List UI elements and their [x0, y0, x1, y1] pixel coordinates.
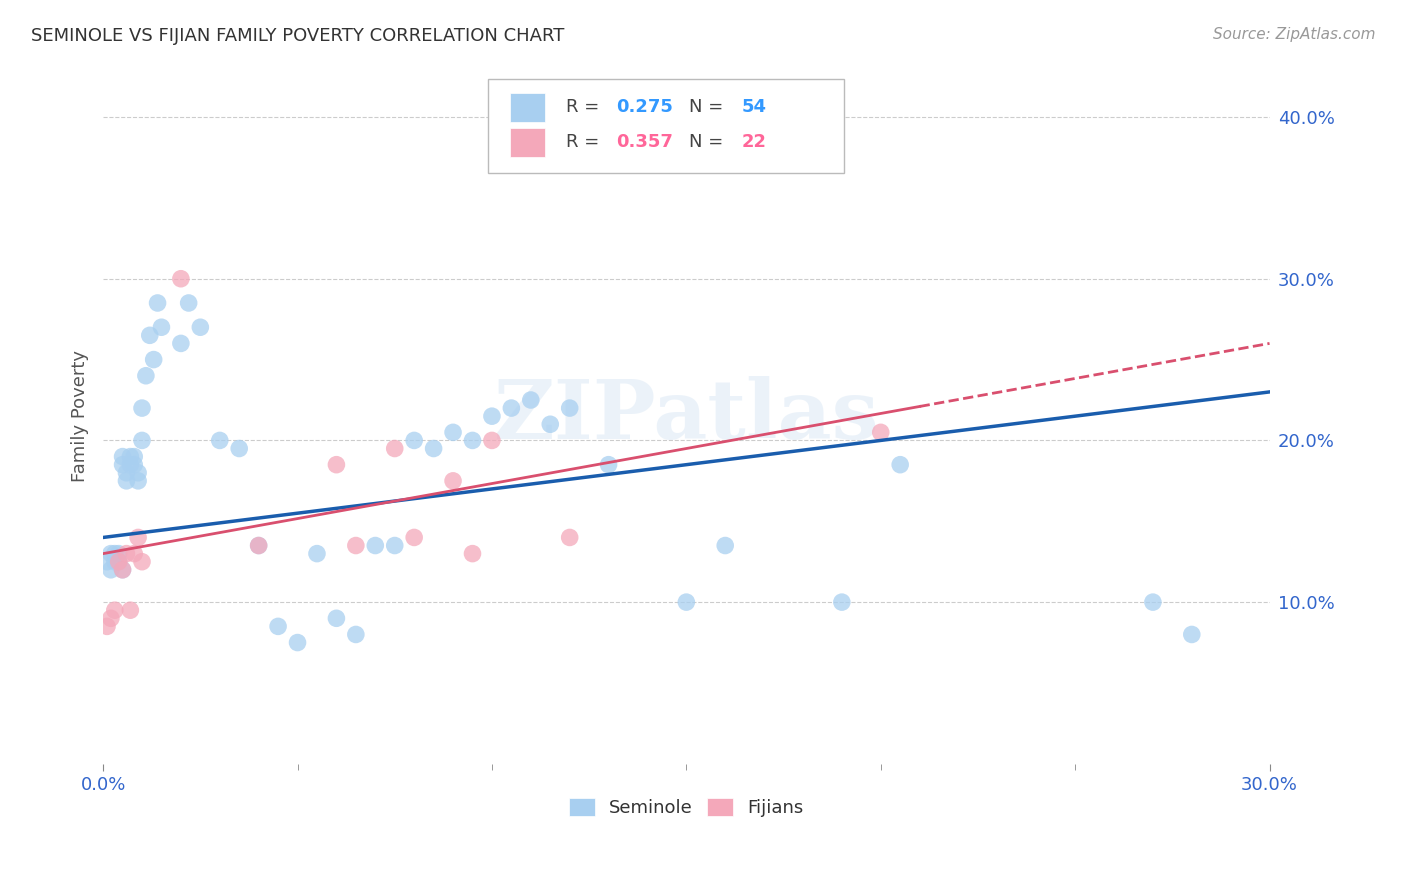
- Point: [558, 401, 581, 415]
- Point: [404, 531, 426, 545]
- Point: [520, 392, 543, 407]
- FancyBboxPatch shape: [488, 79, 844, 173]
- Point: [501, 401, 523, 415]
- Point: [170, 271, 193, 285]
- Point: [120, 450, 142, 464]
- Point: [247, 539, 270, 553]
- Text: 0.357: 0.357: [616, 133, 673, 152]
- Text: R =: R =: [567, 98, 605, 117]
- Point: [208, 434, 231, 448]
- Point: [111, 450, 134, 464]
- Point: [325, 458, 347, 472]
- Text: ZIPatlas: ZIPatlas: [494, 376, 879, 456]
- Point: [131, 555, 153, 569]
- Point: [461, 434, 484, 448]
- Point: [228, 442, 250, 456]
- Text: N =: N =: [689, 133, 728, 152]
- Point: [364, 539, 387, 553]
- Point: [127, 466, 149, 480]
- Point: [96, 619, 118, 633]
- Point: [287, 635, 309, 649]
- Point: [146, 296, 169, 310]
- Point: [107, 555, 129, 569]
- Point: [461, 547, 484, 561]
- Point: [831, 595, 853, 609]
- FancyBboxPatch shape: [510, 128, 546, 157]
- Legend: Seminole, Fijians: Seminole, Fijians: [562, 791, 810, 824]
- Point: [247, 539, 270, 553]
- Point: [344, 539, 367, 553]
- Text: R =: R =: [567, 133, 605, 152]
- Point: [481, 434, 503, 448]
- Point: [441, 474, 464, 488]
- Point: [120, 458, 142, 472]
- Point: [122, 458, 145, 472]
- Point: [120, 603, 142, 617]
- Point: [104, 555, 127, 569]
- Point: [107, 555, 129, 569]
- Point: [384, 442, 406, 456]
- Point: [441, 425, 464, 440]
- Point: [104, 547, 127, 561]
- Text: SEMINOLE VS FIJIAN FAMILY POVERTY CORRELATION CHART: SEMINOLE VS FIJIAN FAMILY POVERTY CORREL…: [31, 27, 564, 45]
- Text: 22: 22: [741, 133, 766, 152]
- Point: [1181, 627, 1204, 641]
- Point: [598, 458, 620, 472]
- Point: [889, 458, 911, 472]
- Point: [111, 563, 134, 577]
- FancyBboxPatch shape: [510, 93, 546, 122]
- Point: [115, 466, 138, 480]
- Point: [150, 320, 173, 334]
- Point: [714, 539, 737, 553]
- Point: [131, 401, 153, 415]
- Point: [404, 434, 426, 448]
- Point: [127, 474, 149, 488]
- Point: [177, 296, 200, 310]
- Point: [325, 611, 347, 625]
- Point: [135, 368, 157, 383]
- Text: N =: N =: [689, 98, 728, 117]
- Point: [384, 539, 406, 553]
- Point: [1142, 595, 1164, 609]
- Point: [96, 555, 118, 569]
- Point: [558, 531, 581, 545]
- Point: [111, 458, 134, 472]
- Text: 54: 54: [741, 98, 766, 117]
- Point: [305, 547, 328, 561]
- Point: [115, 547, 138, 561]
- Point: [131, 434, 153, 448]
- Point: [139, 328, 162, 343]
- Point: [107, 547, 129, 561]
- Point: [188, 320, 211, 334]
- Text: Source: ZipAtlas.com: Source: ZipAtlas.com: [1212, 27, 1375, 42]
- Point: [142, 352, 165, 367]
- Point: [538, 417, 561, 432]
- Point: [100, 611, 122, 625]
- Point: [869, 425, 891, 440]
- Point: [122, 450, 145, 464]
- Y-axis label: Family Poverty: Family Poverty: [72, 351, 89, 483]
- Point: [170, 336, 193, 351]
- Point: [422, 442, 444, 456]
- Point: [104, 603, 127, 617]
- Point: [675, 595, 697, 609]
- Point: [111, 563, 134, 577]
- Point: [100, 547, 122, 561]
- Point: [267, 619, 290, 633]
- Point: [122, 547, 145, 561]
- Point: [481, 409, 503, 424]
- Point: [344, 627, 367, 641]
- Point: [127, 531, 149, 545]
- Text: 0.275: 0.275: [616, 98, 673, 117]
- Point: [115, 474, 138, 488]
- Point: [100, 563, 122, 577]
